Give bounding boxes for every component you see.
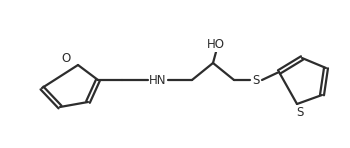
Text: S: S	[252, 74, 260, 86]
Text: O: O	[61, 52, 71, 65]
Text: S: S	[296, 106, 304, 119]
Text: HO: HO	[207, 38, 225, 52]
Text: HN: HN	[149, 74, 167, 86]
